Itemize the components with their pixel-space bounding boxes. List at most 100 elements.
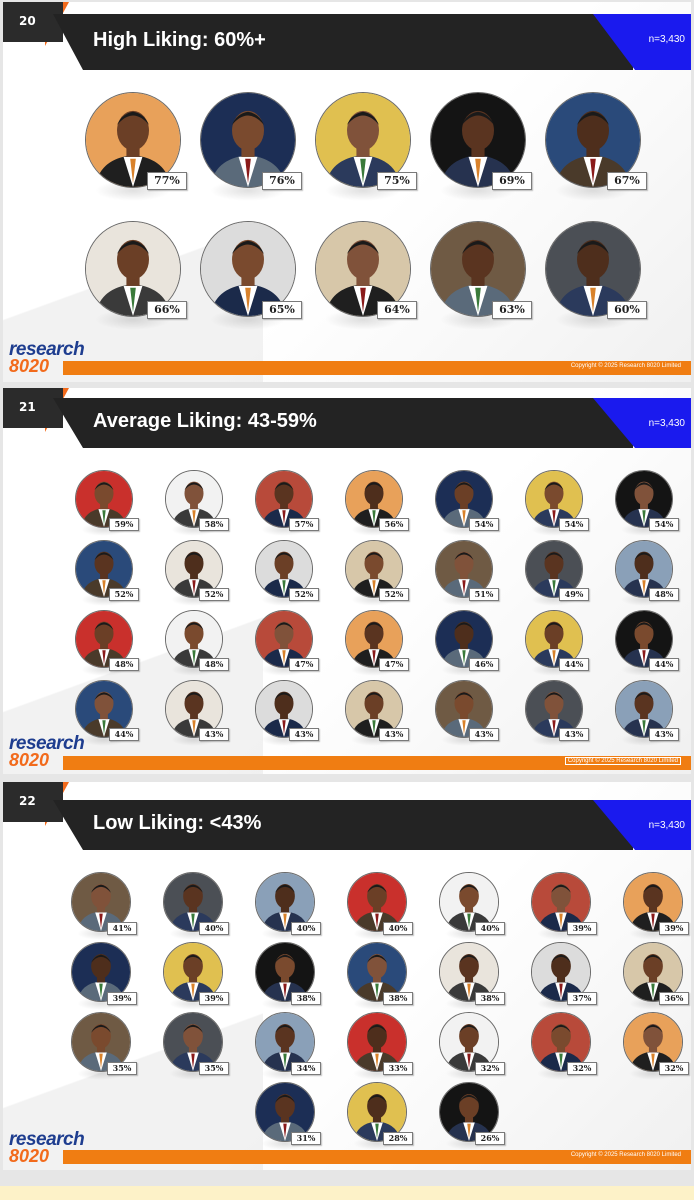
title-bar: Average Liking: 43-59% (53, 398, 633, 448)
liking-percentage-badge: 48% (199, 658, 229, 671)
politician-portrait: 75% (315, 92, 417, 202)
portrait-photo (255, 680, 313, 738)
slide-number: 20 (3, 2, 63, 42)
liking-percentage-badge: 43% (289, 728, 319, 741)
liking-percentage-badge: 39% (107, 992, 137, 1005)
portrait-photo (255, 1012, 315, 1072)
politician-portrait: 32% (531, 1012, 597, 1084)
politician-portrait: 57% (255, 470, 319, 540)
slide-number: 21 (3, 388, 63, 428)
research8020-logo: research 8020 (9, 733, 85, 770)
politician-portrait: 46% (435, 610, 499, 680)
sample-size-label: n=3,430 (648, 820, 685, 831)
liking-percentage-badge: 34% (291, 1062, 321, 1075)
politician-portrait: 40% (163, 872, 229, 944)
slide-title: Low Liking: <43% (93, 812, 262, 834)
politician-portrait: 33% (347, 1012, 413, 1084)
politician-portrait: 52% (255, 540, 319, 610)
politician-portrait: 43% (165, 680, 229, 750)
liking-percentage-badge: 38% (383, 992, 413, 1005)
politician-portrait: 40% (255, 872, 321, 944)
liking-percentage-badge: 60% (607, 301, 647, 319)
slide-high-liking: 20 High Liking: 60%+ n=3,430 77% 76% 75% 69… (3, 2, 691, 382)
liking-percentage-badge: 54% (649, 518, 679, 531)
politician-portrait: 54% (435, 470, 499, 540)
liking-percentage-badge: 43% (469, 728, 499, 741)
liking-percentage-badge: 40% (475, 922, 505, 935)
portrait-photo (525, 540, 583, 598)
liking-percentage-badge: 66% (147, 301, 187, 319)
portrait-photo (75, 540, 133, 598)
liking-percentage-badge: 43% (199, 728, 229, 741)
politician-portrait: 34% (255, 1012, 321, 1084)
liking-percentage-badge: 35% (107, 1062, 137, 1075)
liking-percentage-badge: 36% (659, 992, 689, 1005)
politician-portrait: 48% (615, 540, 679, 610)
liking-percentage-badge: 43% (379, 728, 409, 741)
portrait-photo (345, 680, 403, 738)
liking-percentage-badge: 77% (147, 172, 187, 190)
politician-portrait: 56% (345, 470, 409, 540)
portrait-photo (255, 610, 313, 668)
portrait-photo (163, 872, 223, 932)
portrait-photo (315, 221, 411, 317)
portrait-photo (165, 470, 223, 528)
slide-low-liking: 22 Low Liking: <43% n=3,430 41% 40% 40% 40%… (3, 782, 691, 1170)
politician-portrait: 77% (85, 92, 187, 202)
footer-bar: Copyright © 2025 Research 8020 Limited (63, 756, 691, 770)
politician-portrait: 44% (615, 610, 679, 680)
portrait-photo (623, 1012, 683, 1072)
liking-percentage-badge: 32% (659, 1062, 689, 1075)
portrait-photo (75, 470, 133, 528)
sample-size-label: n=3,430 (648, 34, 685, 45)
politician-portrait: 59% (75, 470, 139, 540)
politician-portrait: 76% (200, 92, 302, 202)
liking-percentage-badge: 47% (289, 658, 319, 671)
liking-percentage-badge: 32% (567, 1062, 597, 1075)
liking-percentage-badge: 65% (262, 301, 302, 319)
liking-percentage-badge: 67% (607, 172, 647, 190)
liking-percentage-badge: 48% (649, 588, 679, 601)
slide-title: Average Liking: 43-59% (93, 410, 317, 432)
politician-portrait: 58% (165, 470, 229, 540)
portrait-photo (347, 1082, 407, 1142)
copyright-text: Copyright © 2025 Research 8020 Limited (570, 1152, 681, 1158)
portrait-photo (345, 540, 403, 598)
footer-bar: Copyright © 2025 Research 8020 Limited (63, 1150, 691, 1164)
politician-portrait: 43% (255, 680, 319, 750)
liking-percentage-badge: 43% (649, 728, 679, 741)
liking-percentage-badge: 51% (469, 588, 499, 601)
portrait-photo (545, 221, 641, 317)
liking-percentage-badge: 41% (107, 922, 137, 935)
liking-percentage-badge: 52% (379, 588, 409, 601)
research8020-logo: research 8020 (9, 339, 85, 376)
liking-percentage-badge: 52% (109, 588, 139, 601)
politician-portrait: 38% (439, 942, 505, 1014)
politician-portrait: 52% (165, 540, 229, 610)
liking-percentage-badge: 39% (659, 922, 689, 935)
politician-portrait: 39% (531, 872, 597, 944)
slide-number: 22 (3, 782, 63, 822)
liking-percentage-badge: 43% (559, 728, 589, 741)
politician-portrait: 32% (439, 1012, 505, 1084)
politician-portrait: 43% (615, 680, 679, 750)
politician-portrait: 69% (430, 92, 532, 202)
title-bar: High Liking: 60%+ (53, 14, 633, 70)
politician-portrait: 40% (439, 872, 505, 944)
politician-portrait: 54% (615, 470, 679, 540)
liking-percentage-badge: 44% (109, 728, 139, 741)
liking-percentage-badge: 38% (291, 992, 321, 1005)
liking-percentage-badge: 39% (199, 992, 229, 1005)
slide-title: High Liking: 60%+ (93, 29, 266, 51)
politician-portrait: 38% (255, 942, 321, 1014)
politician-portrait: 49% (525, 540, 589, 610)
politician-portrait: 60% (545, 221, 647, 331)
politician-portrait: 37% (531, 942, 597, 1014)
portrait-photo (200, 221, 296, 317)
slide-average-liking: 21 Average Liking: 43-59% n=3,430 59% 58%… (3, 388, 691, 774)
liking-percentage-badge: 32% (475, 1062, 505, 1075)
liking-percentage-badge: 63% (492, 301, 532, 319)
politician-portrait: 39% (163, 942, 229, 1014)
politician-portrait: 40% (347, 872, 413, 944)
portrait-photo (439, 942, 499, 1002)
